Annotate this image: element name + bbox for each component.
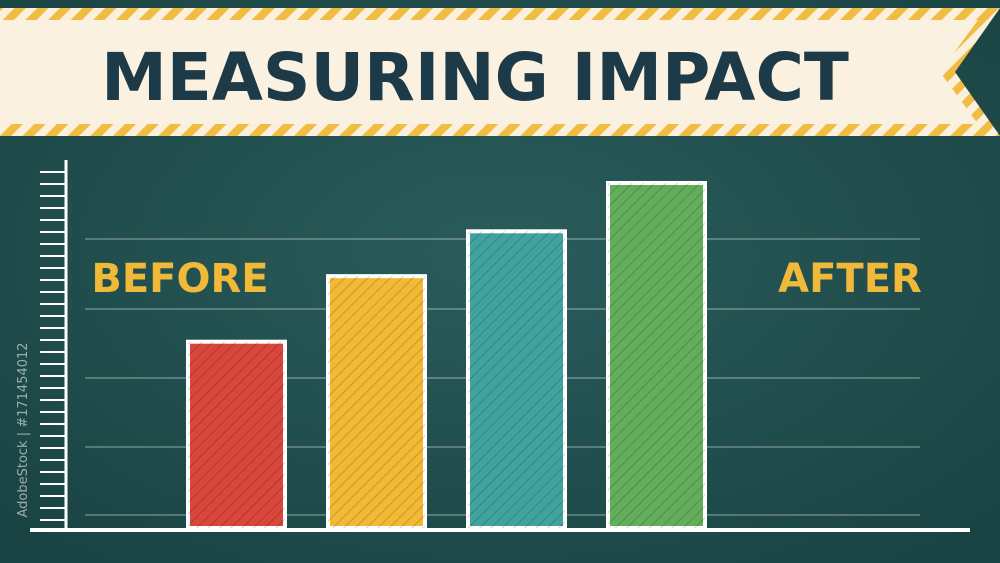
bar-hatch bbox=[328, 276, 425, 528]
bar-hatch bbox=[188, 341, 285, 528]
y-axis bbox=[40, 160, 68, 530]
chart-title: MEASURING IMPACT bbox=[101, 39, 849, 116]
annotation: AFTER bbox=[778, 256, 922, 302]
bar-hatch bbox=[608, 183, 705, 528]
annotation: BEFORE bbox=[91, 256, 268, 302]
banner bbox=[0, 20, 978, 124]
bar-hatch bbox=[468, 231, 565, 529]
watermark: AdobeStock | #171454012 bbox=[16, 342, 31, 517]
